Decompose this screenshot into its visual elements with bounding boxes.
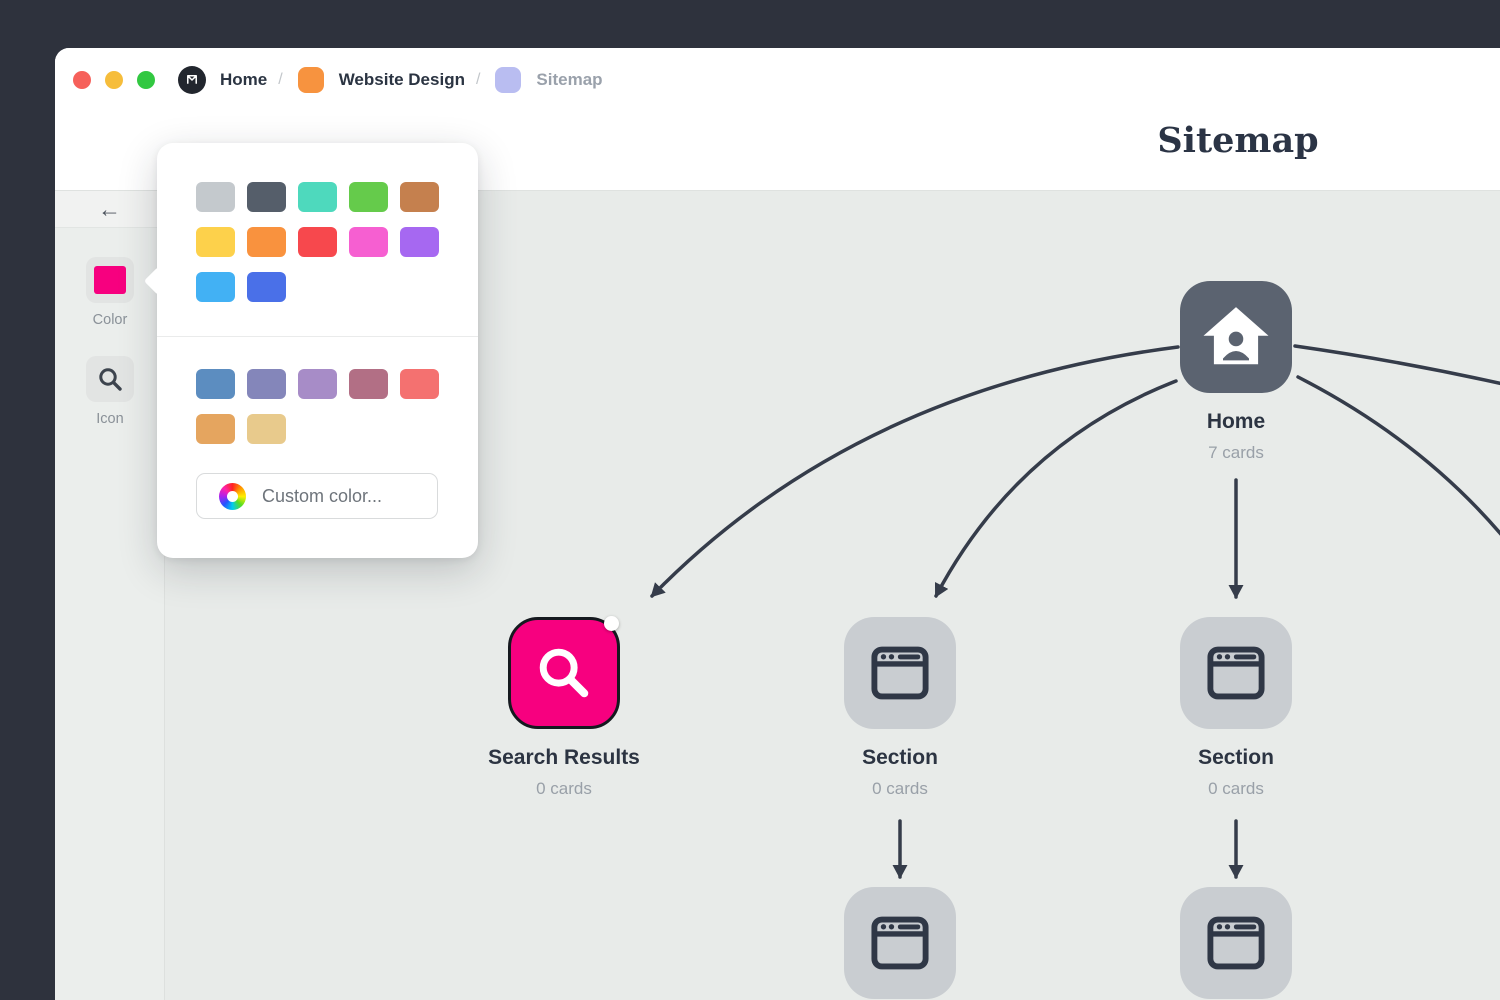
color-swatch[interactable] [196, 227, 235, 257]
color-swatch[interactable] [298, 369, 337, 399]
selected-color-swatch [94, 266, 126, 294]
breadcrumb-item-sitemap[interactable]: Sitemap [536, 70, 603, 89]
color-swatch[interactable] [196, 414, 235, 444]
breadcrumb: Home / Website Design / Sitemap [73, 66, 603, 94]
node-section-child-1[interactable] [844, 887, 956, 999]
node-home[interactable]: Home 7 cards [1180, 281, 1292, 463]
node-section-child-2[interactable] [1180, 887, 1292, 999]
node-label: Section [862, 746, 938, 769]
magnifier-icon [99, 368, 122, 391]
browser-window-icon [871, 916, 929, 970]
section-node-tile[interactable] [1180, 617, 1292, 729]
node-cards-count: 7 cards [1208, 443, 1264, 462]
color-swatch[interactable] [298, 227, 337, 257]
search-icon [539, 648, 589, 698]
node-label: Section [1198, 746, 1274, 769]
format-sidebar: ← Color Icon [55, 190, 165, 1000]
minimize-window-button[interactable] [105, 71, 123, 89]
icon-tool-button[interactable] [86, 356, 134, 402]
color-swatch[interactable] [247, 369, 286, 399]
popover-divider [157, 336, 478, 337]
color-swatch[interactable] [196, 369, 235, 399]
color-swatch[interactable] [400, 227, 439, 257]
color-swatch[interactable] [247, 227, 286, 257]
color-swatch[interactable] [400, 182, 439, 212]
section-node-tile[interactable] [844, 617, 956, 729]
node-label: Search Results [488, 746, 640, 769]
color-swatch[interactable] [196, 272, 235, 302]
icon-tool-label: Icon [96, 411, 124, 427]
home-icon [1203, 307, 1269, 365]
node-cards-count: 0 cards [1208, 779, 1264, 798]
color-swatch[interactable] [196, 182, 235, 212]
node-section-2[interactable]: Section 0 cards [1180, 617, 1292, 799]
board-icon-sitemap[interactable] [495, 67, 522, 93]
color-swatch[interactable] [349, 369, 388, 399]
breadcrumb-separator: / [278, 71, 283, 88]
color-tool-label: Color [92, 312, 128, 328]
standard-color-palette [196, 182, 446, 302]
section-node-tile[interactable] [844, 887, 956, 999]
custom-color-label: Custom color... [262, 485, 383, 506]
selection-handle[interactable] [604, 616, 619, 631]
node-section-1[interactable]: Section 0 cards [844, 617, 956, 799]
node-search-results[interactable]: Search Results 0 cards [488, 616, 640, 799]
browser-window-icon [871, 646, 929, 700]
muted-color-palette [196, 369, 446, 444]
breadcrumb-item-website-design[interactable]: Website Design [338, 70, 465, 89]
icon-tool: Icon [82, 356, 138, 427]
color-tool-button[interactable] [86, 257, 134, 303]
color-swatch[interactable] [298, 182, 337, 212]
milanote-logo-icon[interactable] [178, 66, 206, 94]
node-cards-count: 0 cards [872, 779, 928, 798]
back-arrow-button[interactable]: ← [98, 195, 121, 222]
section-node-tile[interactable] [1180, 887, 1292, 999]
color-picker-popover: Custom color... [143, 143, 478, 558]
board-icon-website-design[interactable] [297, 67, 324, 93]
node-label: Home [1206, 410, 1266, 433]
color-wheel-icon [219, 482, 246, 510]
color-swatch[interactable] [247, 414, 286, 444]
color-swatch[interactable] [349, 182, 388, 212]
zoom-window-button[interactable] [137, 71, 155, 89]
color-swatch[interactable] [247, 272, 286, 302]
color-swatch[interactable] [400, 369, 439, 399]
logo-glyph [187, 75, 197, 84]
color-tool: Color [82, 257, 138, 328]
search-node-tile-selected[interactable] [508, 616, 620, 729]
breadcrumb-item-home[interactable]: Home [220, 70, 268, 89]
color-swatch[interactable] [247, 182, 286, 212]
browser-window-icon [1207, 916, 1265, 970]
browser-window-icon [1207, 646, 1265, 700]
node-cards-count: 0 cards [536, 779, 592, 798]
color-swatch[interactable] [349, 227, 388, 257]
home-node-tile[interactable] [1180, 281, 1292, 393]
app-window: Home / Website Design / Sitemap Sitemap [55, 48, 1500, 1000]
page-title: Sitemap [1157, 120, 1319, 161]
sidebar-header: ← [55, 191, 164, 228]
custom-color-button[interactable]: Custom color... [196, 473, 438, 519]
breadcrumb-separator: / [475, 71, 481, 88]
close-window-button[interactable] [73, 71, 91, 89]
